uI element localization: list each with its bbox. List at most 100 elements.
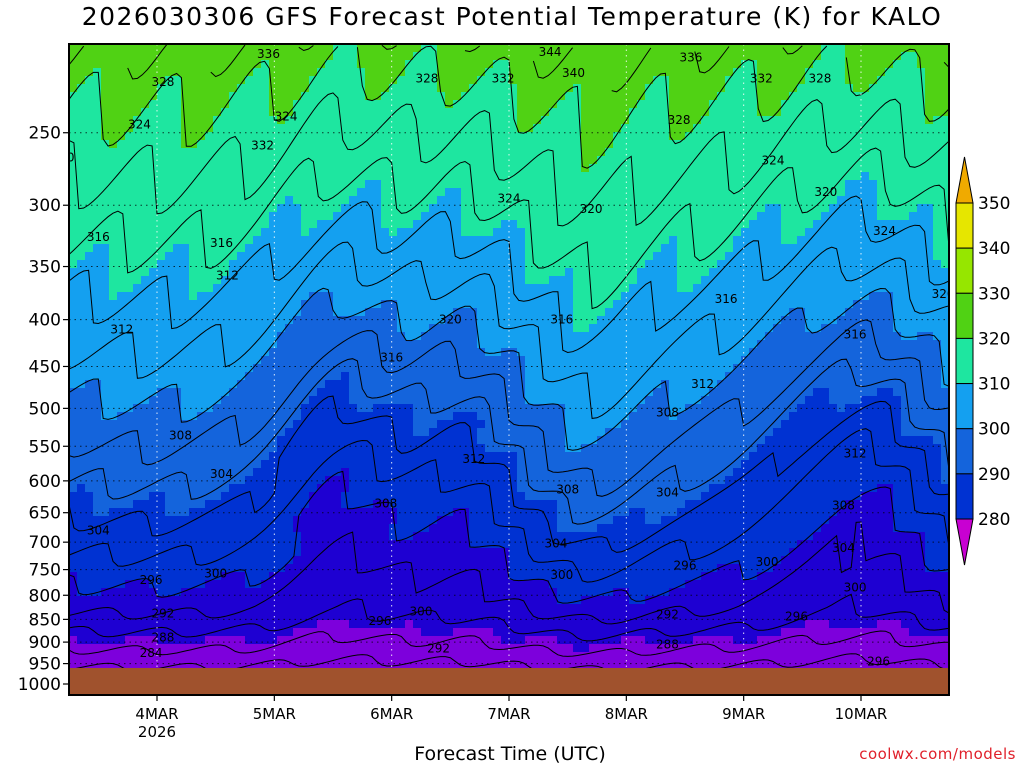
field-cell: [805, 292, 814, 301]
field-cell: [197, 308, 206, 317]
field-cell: [797, 164, 806, 173]
field-cell: [733, 180, 742, 189]
field-cell: [517, 356, 526, 365]
field-cell: [277, 132, 286, 141]
field-cell: [621, 228, 630, 237]
field-cell: [861, 300, 870, 309]
field-cell: [885, 172, 894, 181]
field-cell: [277, 364, 286, 373]
field-cell: [469, 252, 478, 261]
field-cell: [221, 252, 230, 261]
field-cell: [533, 108, 542, 117]
field-cell: [869, 228, 878, 237]
field-cell: [389, 372, 398, 381]
field-cell: [229, 236, 238, 245]
field-cell: [605, 220, 614, 229]
field-cell: [165, 68, 174, 77]
field-cell: [533, 204, 542, 213]
field-cell: [461, 260, 470, 269]
field-cell: [597, 252, 606, 261]
field-cell: [477, 340, 486, 349]
field-cell: [861, 164, 870, 173]
field-cell: [453, 308, 462, 317]
field-cell: [309, 148, 318, 157]
field-cell: [549, 276, 558, 285]
field-cell: [893, 204, 902, 213]
field-cell: [485, 116, 494, 125]
field-cell: [229, 212, 238, 221]
field-cell: [781, 300, 790, 309]
field-cell: [405, 372, 414, 381]
field-cell: [253, 236, 262, 245]
field-cell: [253, 148, 262, 157]
field-cell: [557, 68, 566, 77]
field-cell: [197, 84, 206, 93]
field-cell: [525, 92, 534, 101]
field-cell: [725, 284, 734, 293]
field-cell: [909, 324, 918, 333]
field-cell: [293, 356, 302, 365]
field-cell: [437, 332, 446, 341]
field-cell: [173, 348, 182, 357]
field-cell: [437, 348, 446, 357]
field-cell: [709, 260, 718, 269]
field-cell: [405, 116, 414, 125]
field-cell: [413, 108, 422, 117]
field-cell: [925, 212, 934, 221]
field-cell: [125, 300, 134, 309]
field-cell: [453, 388, 462, 397]
field-cell: [869, 156, 878, 165]
field-cell: [565, 52, 574, 61]
field-cell: [461, 92, 470, 101]
field-cell: [109, 252, 118, 261]
field-cell: [325, 236, 334, 245]
field-cell: [557, 60, 566, 69]
field-cell: [93, 60, 102, 69]
field-cell: [445, 308, 454, 317]
field-cell: [869, 236, 878, 245]
field-cell: [621, 268, 630, 277]
field-cell: [901, 204, 910, 213]
field-cell: [725, 132, 734, 141]
field-cell: [749, 92, 758, 101]
field-cell: [645, 348, 654, 357]
field-cell: [205, 164, 214, 173]
field-cell: [565, 324, 574, 333]
field-cell: [421, 220, 430, 229]
field-cell: [885, 60, 894, 69]
field-cell: [773, 308, 782, 317]
field-cell: [221, 204, 230, 213]
field-cell: [213, 308, 222, 317]
field-cell: [437, 164, 446, 173]
field-cell: [413, 380, 422, 389]
field-cell: [933, 284, 942, 293]
field-cell: [413, 44, 422, 53]
field-cell: [573, 180, 582, 189]
field-cell: [669, 84, 678, 93]
field-cell: [389, 284, 398, 293]
field-cell: [397, 180, 406, 189]
field-cell: [869, 76, 878, 85]
field-cell: [245, 44, 254, 53]
field-cell: [781, 284, 790, 293]
field-cell: [885, 396, 894, 405]
field-cell: [541, 148, 550, 157]
field-cell: [181, 164, 190, 173]
field-cell: [693, 252, 702, 261]
field-cell: [725, 76, 734, 85]
field-cell: [717, 340, 726, 349]
field-cell: [429, 260, 438, 269]
field-cell: [453, 212, 462, 221]
field-cell: [789, 76, 798, 85]
field-cell: [333, 92, 342, 101]
field-cell: [261, 212, 270, 221]
field-cell: [837, 340, 846, 349]
field-cell: [765, 108, 774, 117]
field-cell: [93, 92, 102, 101]
field-cell: [317, 220, 326, 229]
field-cell: [629, 348, 638, 357]
field-cell: [501, 396, 510, 405]
field-cell: [157, 84, 166, 93]
field-cell: [293, 68, 302, 77]
field-cell: [885, 308, 894, 317]
